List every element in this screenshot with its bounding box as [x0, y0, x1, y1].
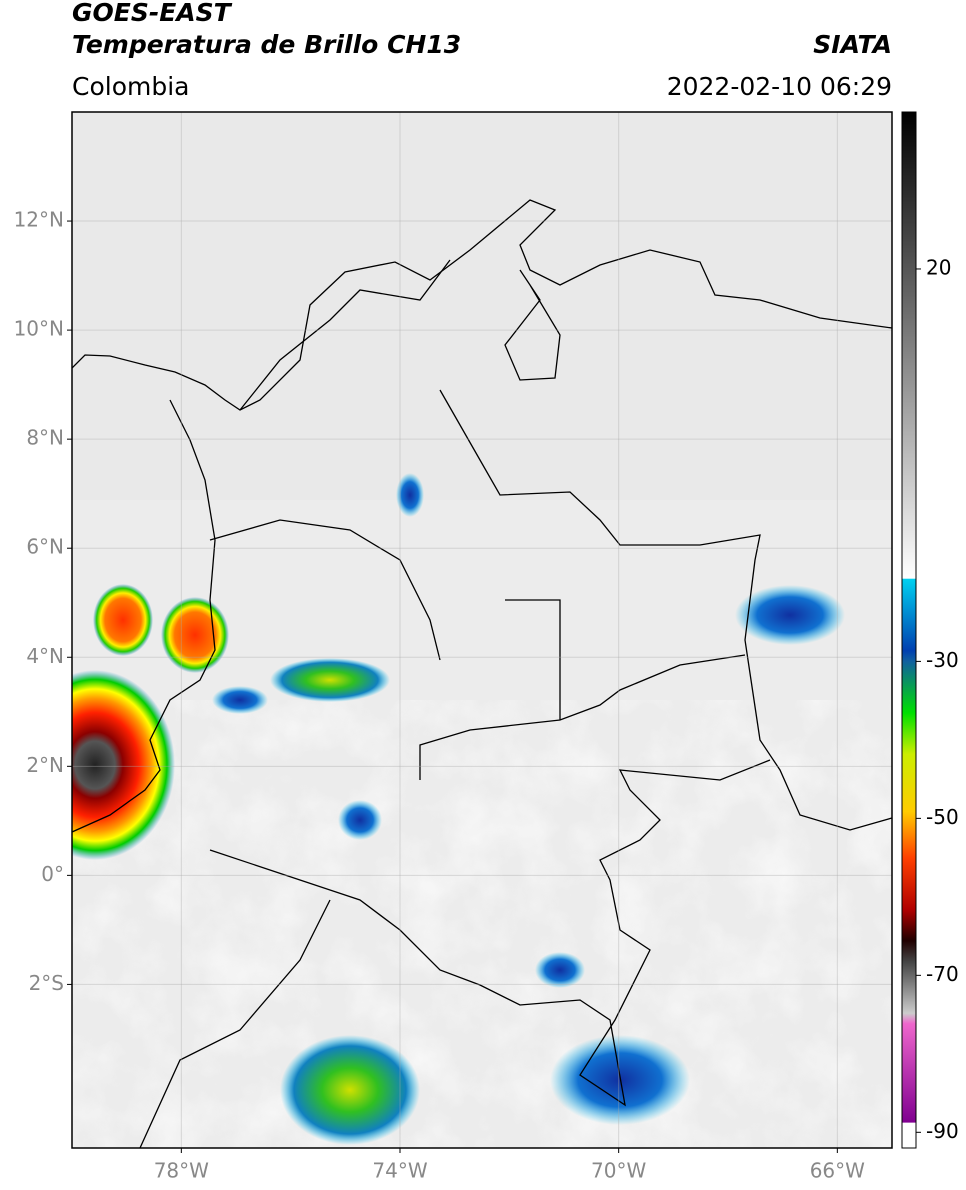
y-tick-label: 10°N [14, 317, 64, 341]
y-tick-label: 2°S [29, 971, 64, 995]
x-tick-label: 78°W [154, 1159, 209, 1183]
source: SIATA [813, 30, 892, 59]
colorbar-tick-label: -50 [926, 805, 959, 829]
x-tick-label: 70°W [591, 1159, 646, 1183]
y-tick-label: 4°N [26, 644, 64, 668]
colorbar-tick-label: 20 [926, 255, 951, 279]
y-tick-label: 6°N [26, 535, 64, 559]
y-tick-label: 0° [41, 862, 64, 886]
colorbar-tick-label: -90 [926, 1119, 959, 1143]
timestamp: 2022-02-10 06:29 [667, 72, 892, 101]
region: Colombia [72, 72, 189, 101]
colorbar-tick-label: -30 [926, 648, 959, 672]
y-tick-label: 8°N [26, 426, 64, 450]
colorbar-tick-label: -70 [926, 962, 959, 986]
map-frame [71, 111, 893, 1149]
colorbar [901, 111, 917, 1149]
title: GOES-EAST [72, 0, 233, 27]
y-tick-label: 12°N [14, 208, 64, 232]
x-tick-label: 74°W [372, 1159, 427, 1183]
subtitle: Temperatura de Brillo CH13 [72, 30, 461, 59]
satellite-image [72, 112, 892, 1148]
y-tick-label: 2°N [26, 753, 64, 777]
grid [72, 112, 892, 1148]
x-tick-label: 66°W [810, 1159, 865, 1183]
